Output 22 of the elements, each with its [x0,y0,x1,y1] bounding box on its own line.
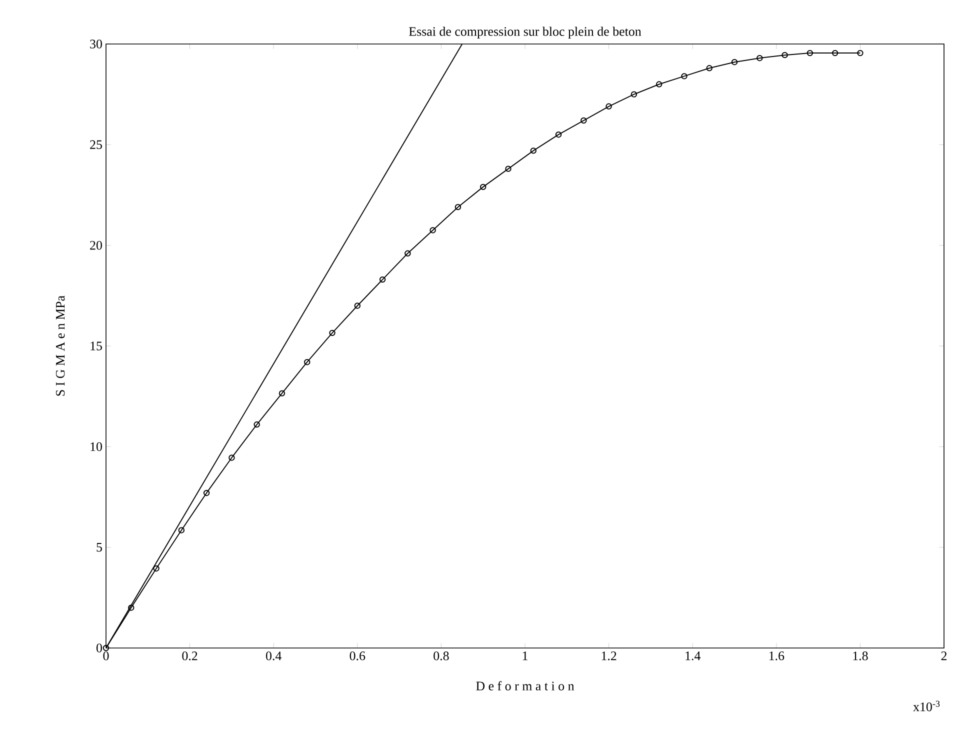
x-tick-label: 0 [103,652,109,660]
chart-title: Essai de compression sur bloc plein de beton [409,26,642,38]
x-tick-label: 1 [522,652,528,660]
y-tick-label: 0 [96,644,102,652]
x-tick-label: 0.8 [434,652,449,660]
x-tick-label: 1.4 [686,652,701,660]
y-tick-label: 20 [90,240,102,250]
x-tick-label: 0.4 [266,652,282,660]
x-tick-label: 2 [941,652,947,660]
x-tick-label: 1.8 [853,652,868,660]
text: x10$^{-3}$ [913,700,940,712]
y-tick-label: 25 [90,140,102,150]
y-tick-label: 5 [96,543,102,552]
y-axis-title: S I G M A e n MPa [56,296,65,396]
x-tick-label: 0.2 [182,652,198,660]
y-tick-label: 10 [90,442,102,452]
x-tick-label: 1.2 [602,652,616,660]
y-tick-label: 15 [90,342,102,350]
x-tick-label: 1.6 [769,652,784,660]
x-tick-label: 0.6 [350,652,366,660]
x-axis-title: D e f o r m a t i o n [476,681,574,690]
y-tick-label: 30 [90,40,102,48]
